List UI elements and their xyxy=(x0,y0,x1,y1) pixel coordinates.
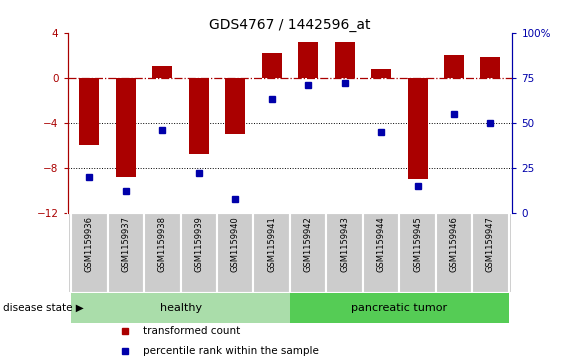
Bar xyxy=(71,213,108,293)
Bar xyxy=(153,66,172,78)
Bar xyxy=(181,213,217,293)
Bar xyxy=(108,213,144,293)
Bar xyxy=(225,78,245,134)
Text: percentile rank within the sample: percentile rank within the sample xyxy=(143,346,319,356)
Text: transformed count: transformed count xyxy=(143,326,240,336)
Bar xyxy=(79,78,100,146)
Bar xyxy=(290,213,327,293)
Text: GSM1159940: GSM1159940 xyxy=(231,216,240,272)
Bar xyxy=(399,213,436,293)
Bar xyxy=(327,213,363,293)
Text: GSM1159941: GSM1159941 xyxy=(267,216,276,272)
Text: pancreatic tumor: pancreatic tumor xyxy=(351,303,448,313)
Title: GDS4767 / 1442596_at: GDS4767 / 1442596_at xyxy=(209,18,370,32)
Text: GSM1159944: GSM1159944 xyxy=(377,216,386,272)
Bar xyxy=(436,213,472,293)
Bar xyxy=(262,53,282,78)
Text: GSM1159947: GSM1159947 xyxy=(486,216,495,272)
Bar xyxy=(189,78,209,154)
Bar xyxy=(472,213,509,293)
Text: GSM1159945: GSM1159945 xyxy=(413,216,422,272)
Bar xyxy=(144,213,181,293)
Text: disease state ▶: disease state ▶ xyxy=(3,303,84,313)
Bar xyxy=(334,42,355,78)
Bar xyxy=(71,293,290,323)
Text: GSM1159943: GSM1159943 xyxy=(340,216,349,272)
Bar xyxy=(290,293,509,323)
Bar xyxy=(363,213,399,293)
Text: GSM1159936: GSM1159936 xyxy=(85,216,94,272)
Bar xyxy=(298,42,318,78)
Bar xyxy=(480,57,501,78)
Bar xyxy=(116,78,136,177)
Bar xyxy=(217,213,253,293)
Text: healthy: healthy xyxy=(159,303,202,313)
Bar xyxy=(408,78,427,179)
Text: GSM1159937: GSM1159937 xyxy=(122,216,131,272)
Bar xyxy=(444,55,464,78)
Text: GSM1159938: GSM1159938 xyxy=(158,216,167,272)
Bar xyxy=(371,69,391,78)
Text: GSM1159939: GSM1159939 xyxy=(194,216,203,272)
Text: GSM1159946: GSM1159946 xyxy=(449,216,458,272)
Text: GSM1159942: GSM1159942 xyxy=(303,216,312,272)
Bar xyxy=(253,213,290,293)
